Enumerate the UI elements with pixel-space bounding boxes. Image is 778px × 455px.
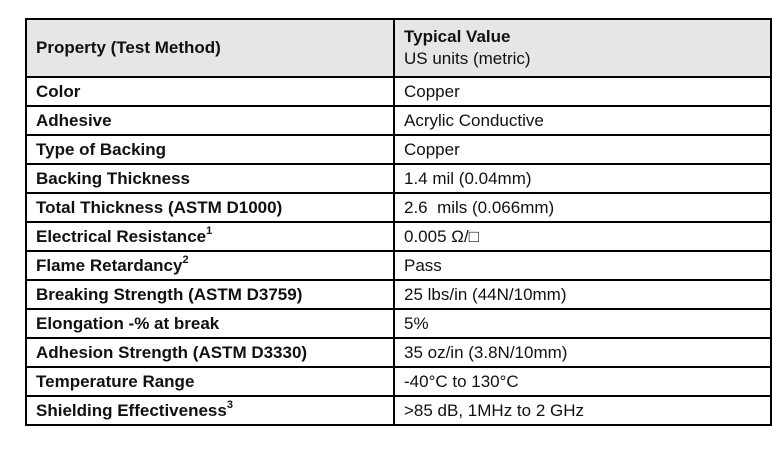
property-cell: Adhesive — [25, 105, 395, 136]
property-cell: Flame Retardancy2 — [25, 250, 395, 281]
property-footnote-superscript: 1 — [206, 224, 213, 237]
value-cell: 2.6 mils (0.066mm) — [393, 192, 772, 223]
header-value-title: Typical Value — [404, 27, 511, 46]
property-label: Electrical Resistance — [36, 226, 207, 246]
property-cell: Electrical Resistance1 — [25, 221, 395, 252]
table-row: Type of Backing Copper — [25, 134, 772, 165]
table-row: Flame Retardancy2 Pass — [25, 250, 772, 281]
property-cell: Temperature Range — [25, 366, 395, 397]
property-label: Temperature Range — [36, 371, 195, 391]
table-row: Adhesion Strength (ASTM D3330) 35 oz/in … — [25, 337, 772, 368]
header-value-subtitle: US units (metric) — [404, 49, 531, 68]
property-cell: Elongation -% at break — [25, 308, 395, 339]
header-property-column: Property (Test Method) — [25, 18, 395, 78]
property-label: Adhesive — [36, 110, 112, 130]
property-footnote-superscript: 3 — [226, 398, 233, 411]
table-row: Total Thickness (ASTM D1000) 2.6 mils (0… — [25, 192, 772, 223]
value-cell: 5% — [393, 308, 772, 339]
property-cell: Adhesion Strength (ASTM D3330) — [25, 337, 395, 368]
table-row: Breaking Strength (ASTM D3759) 25 lbs/in… — [25, 279, 772, 310]
header-property-label: Property (Test Method) — [36, 38, 221, 57]
property-label: Breaking Strength (ASTM D3759) — [36, 284, 303, 304]
table-row: Backing Thickness 1.4 mil (0.04mm) — [25, 163, 772, 194]
property-label: Total Thickness (ASTM D1000) — [36, 197, 283, 217]
table-row: Shielding Effectiveness3 >85 dB, 1MHz to… — [25, 395, 772, 426]
property-label: Adhesion Strength (ASTM D3330) — [36, 342, 308, 362]
value-cell: >85 dB, 1MHz to 2 GHz — [393, 395, 772, 426]
value-cell: Acrylic Conductive — [393, 105, 772, 136]
property-cell: Total Thickness (ASTM D1000) — [25, 192, 395, 223]
table-row: Color Copper — [25, 76, 772, 107]
value-cell: 25 lbs/in (44N/10mm) — [393, 279, 772, 310]
property-label: Shielding Effectiveness — [36, 400, 227, 420]
property-label: Elongation -% at break — [36, 313, 220, 333]
header-row: Property (Test Method) Typical Value US … — [25, 18, 772, 78]
property-cell: Shielding Effectiveness3 — [25, 395, 395, 426]
table-row: Elongation -% at break 5% — [25, 308, 772, 339]
value-cell: 0.005 Ω/□ — [393, 221, 772, 252]
table-body: Color Copper Adhesive Acrylic Conductive… — [25, 76, 772, 426]
table-row: Adhesive Acrylic Conductive — [25, 105, 772, 136]
property-footnote-superscript: 2 — [182, 253, 189, 266]
properties-table: Property (Test Method) Typical Value US … — [25, 18, 772, 426]
table-row: Temperature Range -40°C to 130°C — [25, 366, 772, 397]
property-label: Type of Backing — [36, 139, 167, 159]
property-cell: Type of Backing — [25, 134, 395, 165]
value-cell: Pass — [393, 250, 772, 281]
property-cell: Color — [25, 76, 395, 107]
value-cell: 35 oz/in (3.8N/10mm) — [393, 337, 772, 368]
property-cell: Breaking Strength (ASTM D3759) — [25, 279, 395, 310]
value-cell: -40°C to 130°C — [393, 366, 772, 397]
value-cell: Copper — [393, 134, 772, 165]
property-cell: Backing Thickness — [25, 163, 395, 194]
table-header: Property (Test Method) Typical Value US … — [25, 18, 772, 78]
header-value-column: Typical Value US units (metric) — [393, 18, 772, 78]
value-cell: Copper — [393, 76, 772, 107]
property-label: Backing Thickness — [36, 168, 191, 188]
property-label: Color — [36, 81, 81, 101]
value-cell: 1.4 mil (0.04mm) — [393, 163, 772, 194]
table-row: Electrical Resistance1 0.005 Ω/□ — [25, 221, 772, 252]
property-label: Flame Retardancy — [36, 255, 183, 275]
